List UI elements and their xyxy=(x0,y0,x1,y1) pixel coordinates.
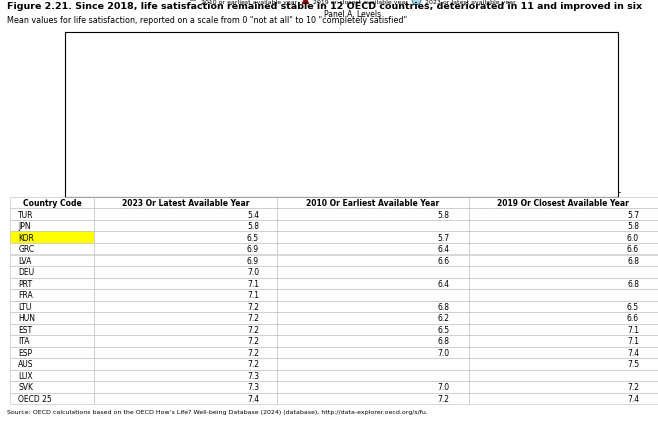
Legend: 2010 or earliest available year, 2019 or closest available year, 2023 or latest : 2010 or earliest available year, 2019 or… xyxy=(188,0,517,6)
Text: Source: OECD calculations based on the OECD How’s Life? Well-being Database (202: Source: OECD calculations based on the O… xyxy=(7,409,428,414)
Text: Mean values for life satisfaction, reported on a scale from 0 "not at all" to 10: Mean values for life satisfaction, repor… xyxy=(7,16,407,25)
Text: Panel A. Levels: Panel A. Levels xyxy=(324,10,381,19)
Text: Figure 2.21. Since 2018, life satisfaction remained stable in 12 OECD countries,: Figure 2.21. Since 2018, life satisfacti… xyxy=(7,2,642,11)
